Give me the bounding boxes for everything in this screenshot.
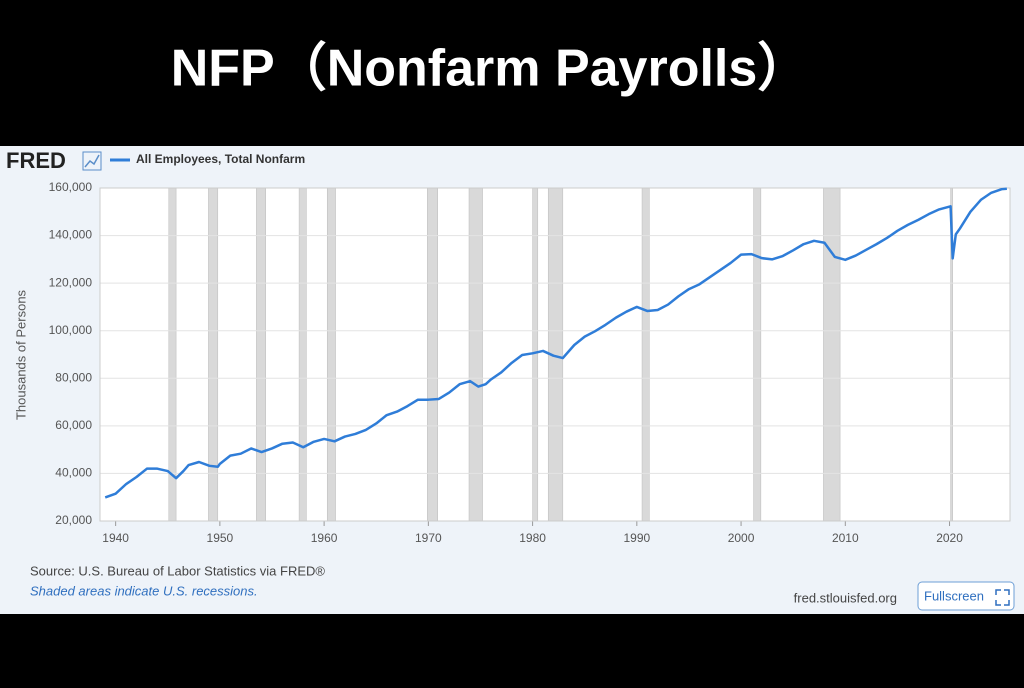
y-tick-label: 120,000 [49, 275, 93, 289]
y-axis-label: Thousands of Persons [13, 289, 28, 420]
x-tick-label: 2010 [832, 531, 859, 545]
page-title: NFP（Nonfarm Payrolls） [171, 40, 810, 98]
recession-band [823, 187, 841, 522]
y-tick-label: 80,000 [55, 370, 92, 384]
y-tick-label: 140,000 [49, 228, 93, 242]
legend-label: All Employees, Total Nonfarm [136, 152, 305, 166]
x-tick-label: 1990 [623, 531, 650, 545]
logo-icon [82, 151, 102, 171]
x-tick-label: 1960 [311, 531, 338, 545]
plot-frame [99, 187, 1011, 522]
recession-band [427, 187, 438, 522]
recession-band [298, 187, 307, 522]
y-tick-label: 60,000 [55, 418, 92, 432]
source: Source: U.S. Bureau of Labor Statistics … [30, 563, 325, 578]
recession-band [208, 187, 219, 522]
x-tick-label: 1980 [519, 531, 546, 545]
link: fred.stlouisfed.org [794, 590, 897, 605]
y-tick-label: 100,000 [49, 323, 93, 337]
note: Shaded areas indicate U.S. recessions. [30, 583, 258, 598]
y-tick-label: 160,000 [49, 180, 93, 194]
x-tick-label: 1970 [415, 531, 442, 545]
recession-band [641, 187, 650, 522]
fullscreen-icon[interactable] [995, 589, 1010, 606]
x-tick-label: 1950 [207, 531, 234, 545]
y-tick-label: 20,000 [55, 513, 92, 527]
fullscreen-label[interactable]: Fullscreen [924, 588, 984, 603]
y-tick-label: 40,000 [55, 466, 92, 480]
recession-band [532, 187, 539, 522]
x-tick-label: 1940 [102, 531, 129, 545]
logo: FRED [6, 148, 66, 173]
recession-band [326, 187, 336, 522]
recession-band [468, 187, 483, 522]
x-tick-label: 2020 [936, 531, 963, 545]
recession-band [753, 187, 762, 522]
recession-band [168, 187, 177, 522]
fullscreen-button[interactable] [917, 581, 1015, 611]
logo-icon [84, 154, 100, 168]
bottom-bar [0, 614, 1024, 683]
x-tick-label: 2000 [728, 531, 755, 545]
series-line [104, 187, 1007, 499]
recession-band [256, 187, 266, 522]
